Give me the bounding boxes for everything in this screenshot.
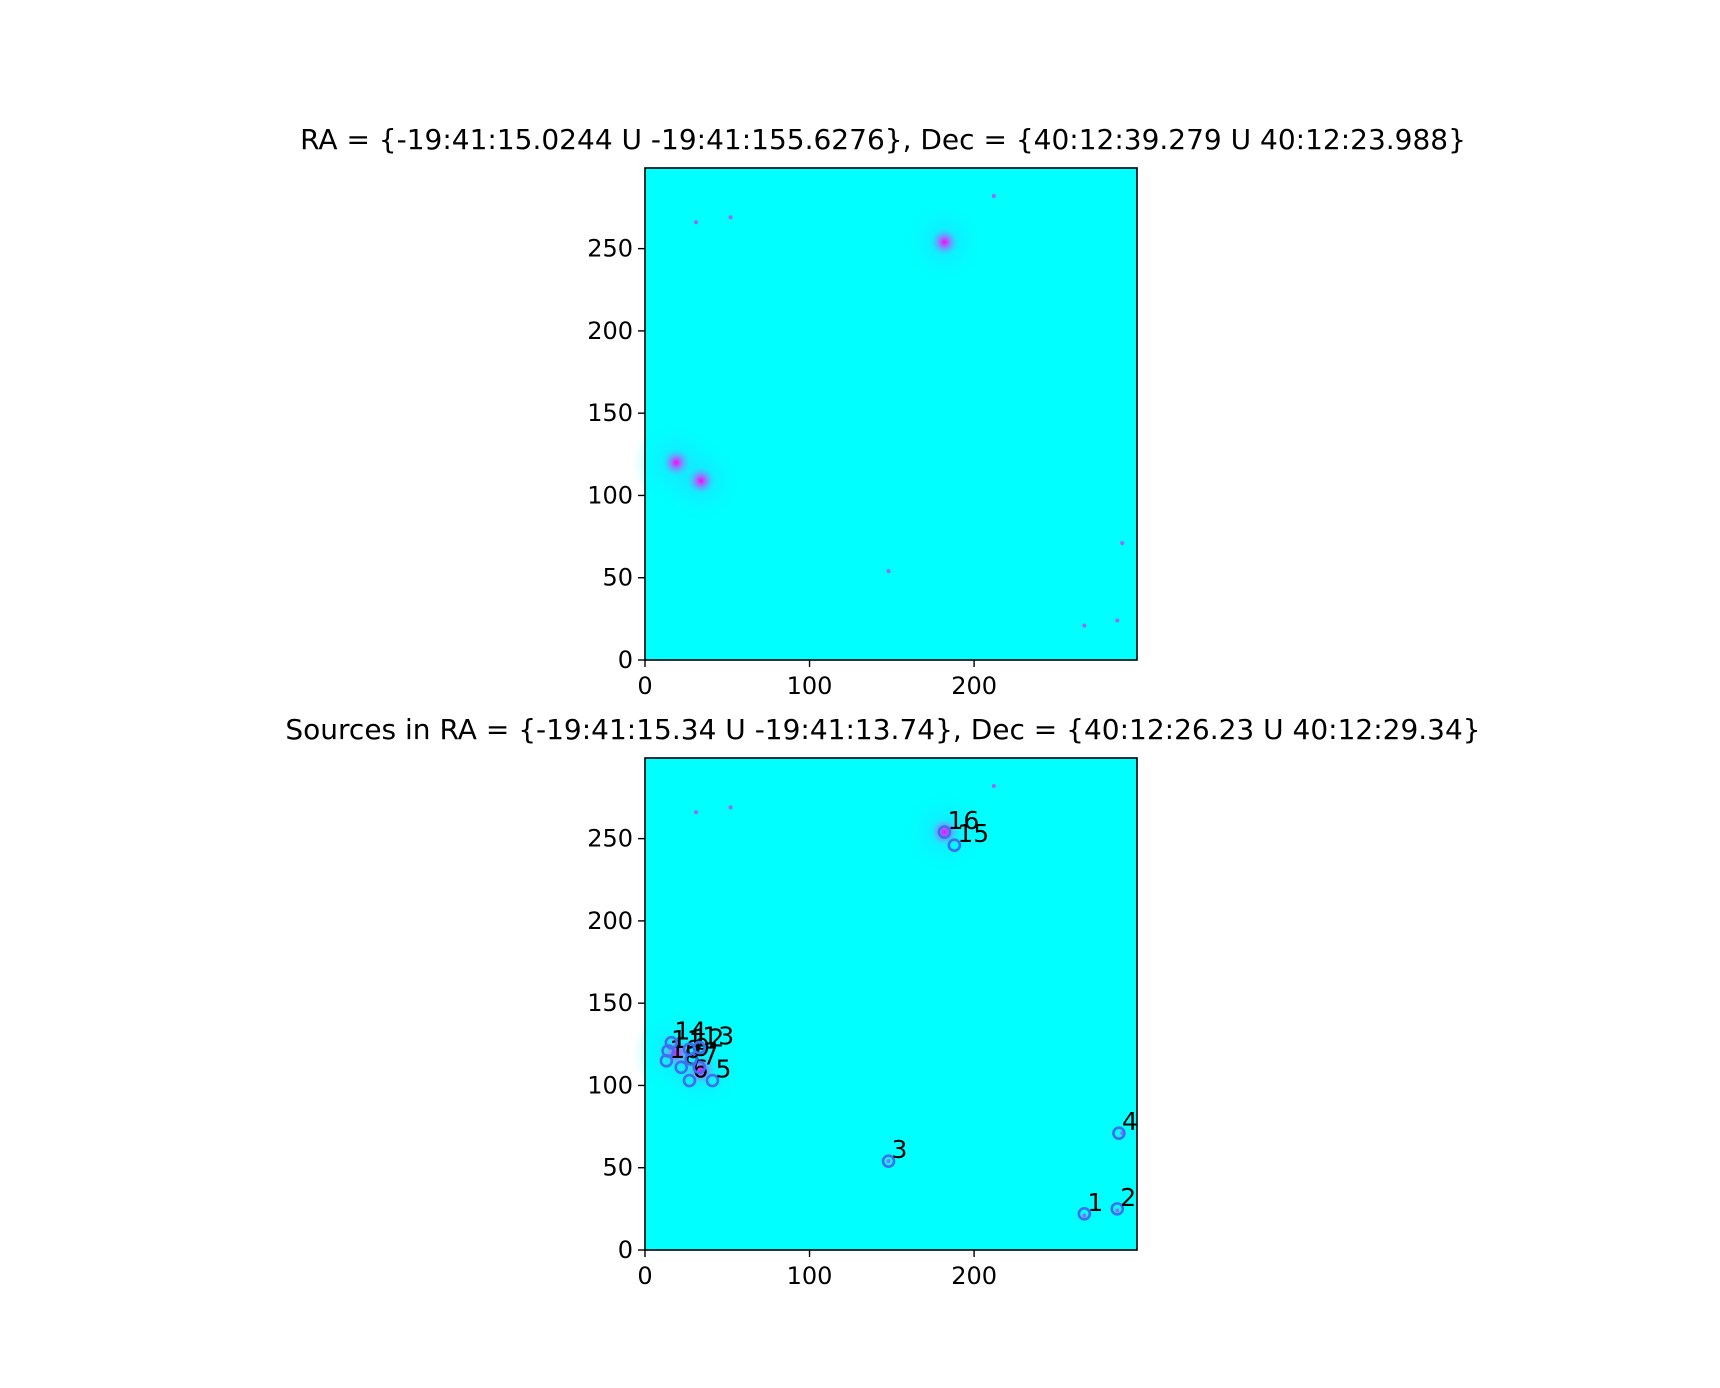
source-label: 2 bbox=[1120, 1183, 1136, 1212]
source-marker bbox=[881, 1154, 896, 1168]
source-label: 4 bbox=[1122, 1107, 1138, 1136]
y-tick-label: 200 bbox=[587, 907, 633, 935]
source-label: 7 bbox=[702, 1041, 718, 1070]
y-tick-label: 150 bbox=[587, 399, 633, 427]
top-image-content bbox=[632, 193, 1125, 628]
y-tick-label: 100 bbox=[587, 481, 633, 509]
faint-speck bbox=[694, 810, 699, 815]
x-tick-label: 0 bbox=[637, 672, 652, 700]
source-label: 9 bbox=[694, 1033, 710, 1062]
bottom-image-area bbox=[645, 758, 1137, 1250]
bright-source bbox=[930, 228, 959, 257]
source-marker bbox=[692, 1040, 707, 1055]
source-label: 16 bbox=[947, 806, 979, 835]
x-tick-label: 200 bbox=[951, 1262, 997, 1290]
faint-speck bbox=[991, 783, 996, 788]
image-panel-top: RA = {-19:41:15.0244 U -19:41:155.6276},… bbox=[300, 123, 1466, 700]
source-marker bbox=[682, 1073, 697, 1088]
source-label: 14 bbox=[674, 1017, 706, 1046]
faint-speck bbox=[886, 569, 891, 574]
bottom-image-content bbox=[632, 783, 1125, 1218]
faint-speck bbox=[728, 215, 733, 220]
source-marker bbox=[947, 838, 962, 853]
x-tick-label: 200 bbox=[951, 672, 997, 700]
x-tick-label: 0 bbox=[637, 1262, 652, 1290]
faint-speck bbox=[1115, 618, 1120, 623]
y-tick-label: 200 bbox=[587, 317, 633, 345]
source-marker bbox=[1110, 1202, 1125, 1216]
source-marker bbox=[705, 1073, 720, 1088]
source-marker bbox=[937, 825, 952, 839]
source-label: 3 bbox=[892, 1135, 908, 1164]
source-marker bbox=[664, 1035, 679, 1050]
y-tick-label: 100 bbox=[587, 1071, 633, 1099]
top-image-area bbox=[645, 168, 1137, 660]
y-tick-label: 250 bbox=[587, 235, 633, 263]
top-axis-ticks: 0 100 200 0 50 100 150 200 250 bbox=[587, 235, 997, 700]
source-label: 1 bbox=[1087, 1188, 1103, 1217]
faint-speck bbox=[991, 193, 996, 198]
y-tick-label: 50 bbox=[602, 564, 633, 592]
bright-source bbox=[686, 466, 715, 495]
y-tick-label: 150 bbox=[587, 989, 633, 1017]
source-label: 13 bbox=[702, 1022, 734, 1051]
y-tick-label: 250 bbox=[587, 825, 633, 853]
faint-speck bbox=[1082, 623, 1087, 628]
source-marker bbox=[692, 1060, 707, 1075]
bright-source bbox=[662, 448, 691, 477]
faint-speck bbox=[1115, 1208, 1120, 1213]
y-tick-label: 0 bbox=[618, 1236, 633, 1264]
y-tick-label: 50 bbox=[602, 1154, 633, 1182]
faint-speck bbox=[694, 220, 699, 225]
top-panel-title: RA = {-19:41:15.0244 U -19:41:155.6276},… bbox=[300, 123, 1466, 156]
bottom-axis-ticks: 0 100 200 0 50 100 150 200 250 bbox=[587, 825, 997, 1290]
top-axes-frame bbox=[644, 167, 1138, 661]
bottom-panel-title: Sources in RA = {-19:41:15.34 U -19:41:1… bbox=[285, 713, 1480, 746]
x-tick-label: 100 bbox=[787, 672, 833, 700]
source-label: 15 bbox=[957, 819, 989, 848]
bright-source bbox=[930, 818, 959, 847]
x-tick-label: 100 bbox=[787, 1262, 833, 1290]
bottom-axes-frame bbox=[644, 757, 1138, 1251]
source-label: 5 bbox=[715, 1055, 731, 1084]
source-marker bbox=[1112, 1126, 1126, 1140]
image-panel-bottom: Sources in RA = {-19:41:15.34 U -19:41:1… bbox=[285, 713, 1480, 1290]
faint-speck bbox=[728, 805, 733, 810]
source-label: 12 bbox=[692, 1023, 724, 1052]
source-marker bbox=[674, 1060, 689, 1075]
faint-speck bbox=[886, 1159, 891, 1164]
faint-speck bbox=[1120, 541, 1125, 546]
faint-speck bbox=[1082, 1213, 1087, 1218]
y-tick-label: 0 bbox=[618, 646, 633, 674]
source-marker bbox=[1077, 1206, 1092, 1221]
